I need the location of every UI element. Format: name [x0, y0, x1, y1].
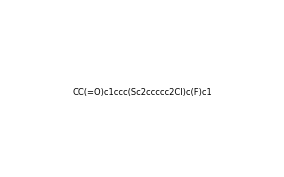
Text: CC(=O)c1ccc(Sc2ccccc2Cl)c(F)c1: CC(=O)c1ccc(Sc2ccccc2Cl)c(F)c1 [72, 88, 212, 96]
